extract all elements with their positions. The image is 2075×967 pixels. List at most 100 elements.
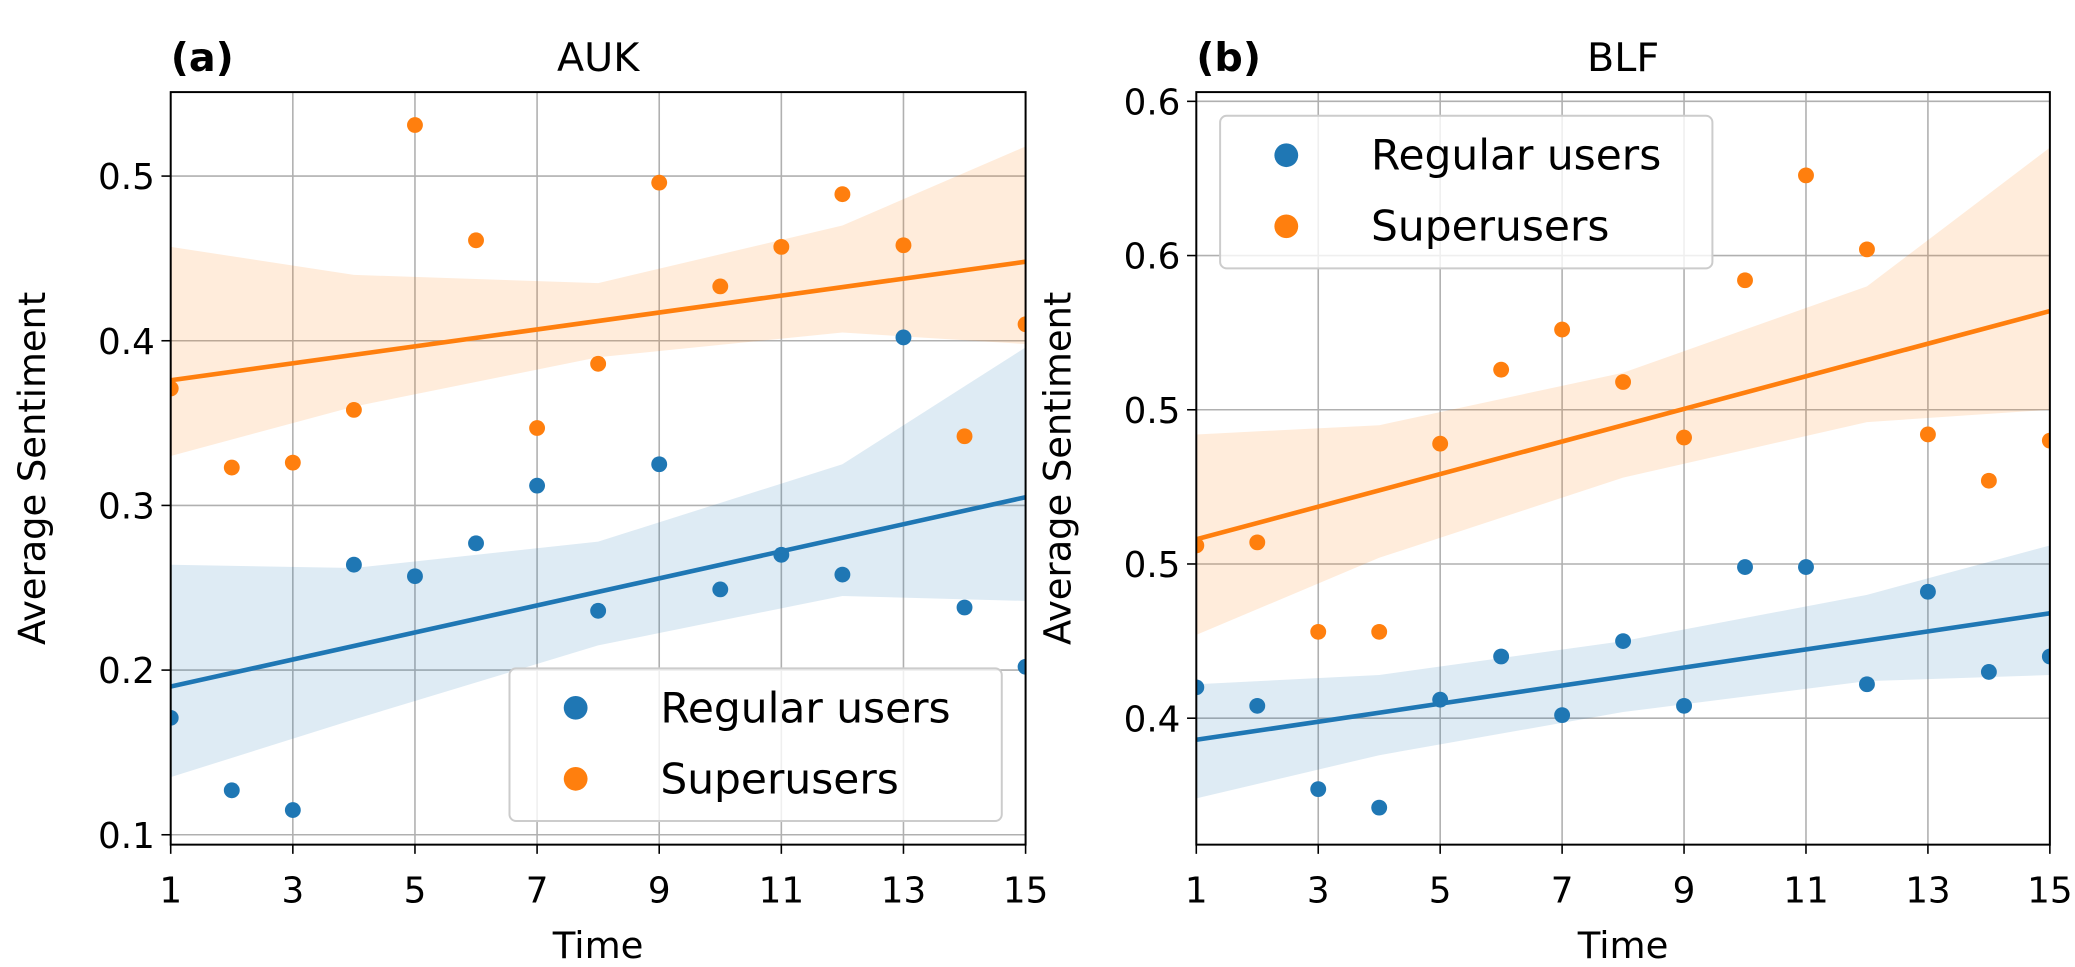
- data-point: [1980, 664, 1997, 680]
- x-tick-label: 7: [1551, 871, 1574, 912]
- data-point: [773, 238, 790, 255]
- data-point: [895, 329, 912, 346]
- y-tick-label: 0.4: [98, 322, 155, 363]
- data-point: [1919, 583, 1936, 600]
- data-point: [1798, 559, 1814, 575]
- data-point: [1196, 679, 1205, 696]
- data-point: [1310, 623, 1327, 640]
- data-point: [1798, 167, 1814, 184]
- x-tick-label: 11: [1783, 871, 1828, 912]
- data-point: [170, 380, 179, 397]
- x-tick-label: 15: [2027, 871, 2072, 912]
- legend-marker: [563, 767, 588, 791]
- chart-title: AUK: [557, 35, 640, 81]
- x-tick-label: 9: [648, 871, 671, 912]
- confidence-band: [1196, 147, 2050, 635]
- data-point: [345, 402, 362, 418]
- x-axis-label: Time: [1577, 924, 1669, 967]
- data-point: [956, 599, 973, 616]
- y-tick-label: 0.1: [98, 816, 155, 857]
- data-point: [1493, 361, 1510, 378]
- legend-label: Regular users: [1371, 131, 1661, 180]
- regression-line: [1196, 308, 2050, 542]
- axes-frame: [1195, 91, 2051, 846]
- x-tick-label: 5: [1429, 871, 1452, 912]
- legend: Regular users Superusers: [1219, 114, 1714, 270]
- data-point: [1493, 648, 1510, 665]
- x-tick-label: 13: [881, 871, 926, 912]
- data-point: [1310, 781, 1327, 798]
- data-point: [1554, 707, 1571, 724]
- data-point: [1859, 241, 1875, 258]
- confidence-band: [1196, 545, 2050, 799]
- legend-box: [1219, 114, 1714, 270]
- data-point: [284, 802, 301, 818]
- data-point: [1859, 676, 1875, 693]
- data-point: [1980, 472, 1997, 489]
- y-tick-label: 0.5: [1124, 545, 1181, 586]
- data-point: [1737, 559, 1753, 575]
- data-point: [2041, 648, 2050, 665]
- x-tick-label: 7: [526, 871, 549, 912]
- x-axis-label: Time: [552, 924, 644, 967]
- y-tick-label: 0.2: [98, 651, 155, 692]
- y-tick-label: 0.6: [1124, 83, 1181, 124]
- y-tick-label: 0.5: [98, 157, 155, 198]
- data-point: [956, 428, 973, 445]
- legend: Regular users Superusers: [508, 667, 1003, 822]
- x-tick-label: 3: [281, 871, 304, 912]
- data-point: [895, 237, 912, 254]
- data-point: [407, 117, 423, 133]
- x-tick-label: 1: [1185, 871, 1208, 912]
- data-point: [468, 535, 484, 552]
- legend-marker: [1274, 143, 1299, 168]
- legend-label: Superusers: [660, 754, 898, 803]
- regression-line: [170, 494, 1026, 689]
- data-point: [1615, 374, 1632, 390]
- data-point: [1017, 658, 1026, 675]
- data-point: [1196, 537, 1205, 554]
- data-point: [529, 477, 546, 494]
- y-axis-label: Average Sentiment: [1036, 292, 1079, 645]
- legend-label: Regular users: [660, 683, 950, 732]
- legend-marker: [563, 695, 588, 720]
- confidence-band: [170, 146, 1026, 457]
- confidence-band: [170, 347, 1026, 778]
- x-tick-label: 1: [159, 871, 182, 912]
- panel: 1 3 5 7 9 11 13 150.40.50.50.60.6BLF(b)TimeAver…: [1036, 35, 2072, 967]
- data-point: [1615, 633, 1632, 649]
- data-point: [2041, 432, 2050, 449]
- data-point: [590, 355, 607, 372]
- x-tick-label: 15: [1003, 871, 1048, 912]
- y-tick-label: 0.6: [1124, 237, 1181, 278]
- x-tick-label: 11: [759, 871, 804, 912]
- data-point: [223, 782, 240, 799]
- data-point: [1737, 272, 1753, 289]
- data-point: [345, 556, 362, 573]
- data-point: [1371, 799, 1388, 816]
- data-point: [1554, 321, 1571, 338]
- data-point: [712, 581, 729, 598]
- x-tick-label: 13: [1905, 871, 1950, 912]
- axes-frame: [169, 91, 1027, 846]
- data-point: [1432, 435, 1449, 452]
- x-tick-label: 3: [1307, 871, 1330, 912]
- data-point: [651, 456, 668, 473]
- y-tick-label: 0.4: [1124, 699, 1181, 740]
- panel: 1 3 5 7 9 11 13 150.10.20.30.40.5AUK(a)TimeAver…: [11, 35, 1048, 967]
- data-point: [284, 454, 301, 471]
- data-point: [590, 602, 607, 619]
- legend-marker: [1274, 214, 1299, 239]
- data-point: [1919, 426, 1936, 443]
- panel-label: (b): [1196, 35, 1261, 81]
- data-point: [834, 186, 851, 203]
- plot-area: [1196, 147, 2050, 816]
- legend-box: [508, 667, 1003, 822]
- data-point: [651, 174, 668, 191]
- data-point: [529, 420, 546, 436]
- chart-title: BLF: [1587, 35, 1659, 81]
- data-point: [1371, 623, 1388, 640]
- regression-line: [170, 259, 1026, 383]
